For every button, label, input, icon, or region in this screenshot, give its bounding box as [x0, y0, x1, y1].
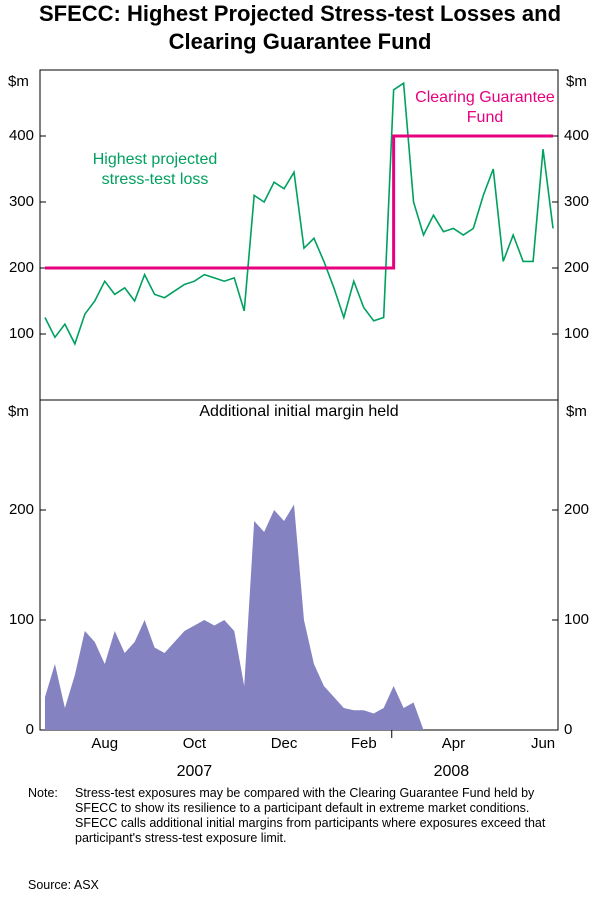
- x-year-label: 2007: [177, 763, 213, 780]
- x-tick-label: Apr: [442, 735, 465, 752]
- x-tick-label: Aug: [91, 735, 118, 752]
- y-tick-label: 200: [564, 259, 589, 276]
- y-tick-label: 0: [564, 721, 572, 738]
- y-unit-label: $m: [566, 73, 587, 90]
- series-line: [44, 81, 554, 346]
- y-tick-label: 200: [9, 501, 34, 518]
- note-label: Note:: [28, 786, 58, 800]
- y-tick-label: 100: [9, 611, 34, 628]
- panel-title: Additional initial margin held: [199, 403, 398, 420]
- source: Source: ASX: [28, 878, 99, 892]
- x-tick-label: Dec: [271, 735, 298, 752]
- x-tick-label: Feb: [351, 735, 377, 752]
- y-tick-label: 200: [9, 259, 34, 276]
- note: Note: Stress-test exposures may be compar…: [28, 786, 568, 846]
- y-unit-label: $m: [8, 403, 29, 420]
- y-tick-label: 200: [564, 501, 589, 518]
- x-year-label: 2008: [434, 763, 470, 780]
- series-label: Highest projected stress-test loss: [92, 151, 218, 188]
- y-tick-label: 0: [26, 721, 34, 738]
- y-tick-label: 100: [564, 325, 589, 342]
- x-tick-label: Oct: [183, 735, 207, 752]
- y-tick-label: 400: [9, 127, 34, 144]
- y-tick-label: 300: [9, 193, 34, 210]
- series-line: [44, 134, 554, 270]
- y-tick-label: 400: [564, 127, 589, 144]
- series-label: Clearing Guarantee Fund: [415, 89, 555, 126]
- y-unit-label: $m: [8, 73, 29, 90]
- y-tick-label: 100: [564, 611, 589, 628]
- y-tick-label: 100: [9, 325, 34, 342]
- series-area: [44, 504, 554, 730]
- x-tick-label: Jun: [531, 735, 555, 752]
- note-text: Stress-test exposures may be compared wi…: [75, 786, 546, 845]
- y-unit-label: $m: [566, 403, 587, 420]
- y-tick-label: 300: [564, 193, 589, 210]
- chart-title: SFECC: Highest Projected Stress-test Los…: [38, 1, 562, 54]
